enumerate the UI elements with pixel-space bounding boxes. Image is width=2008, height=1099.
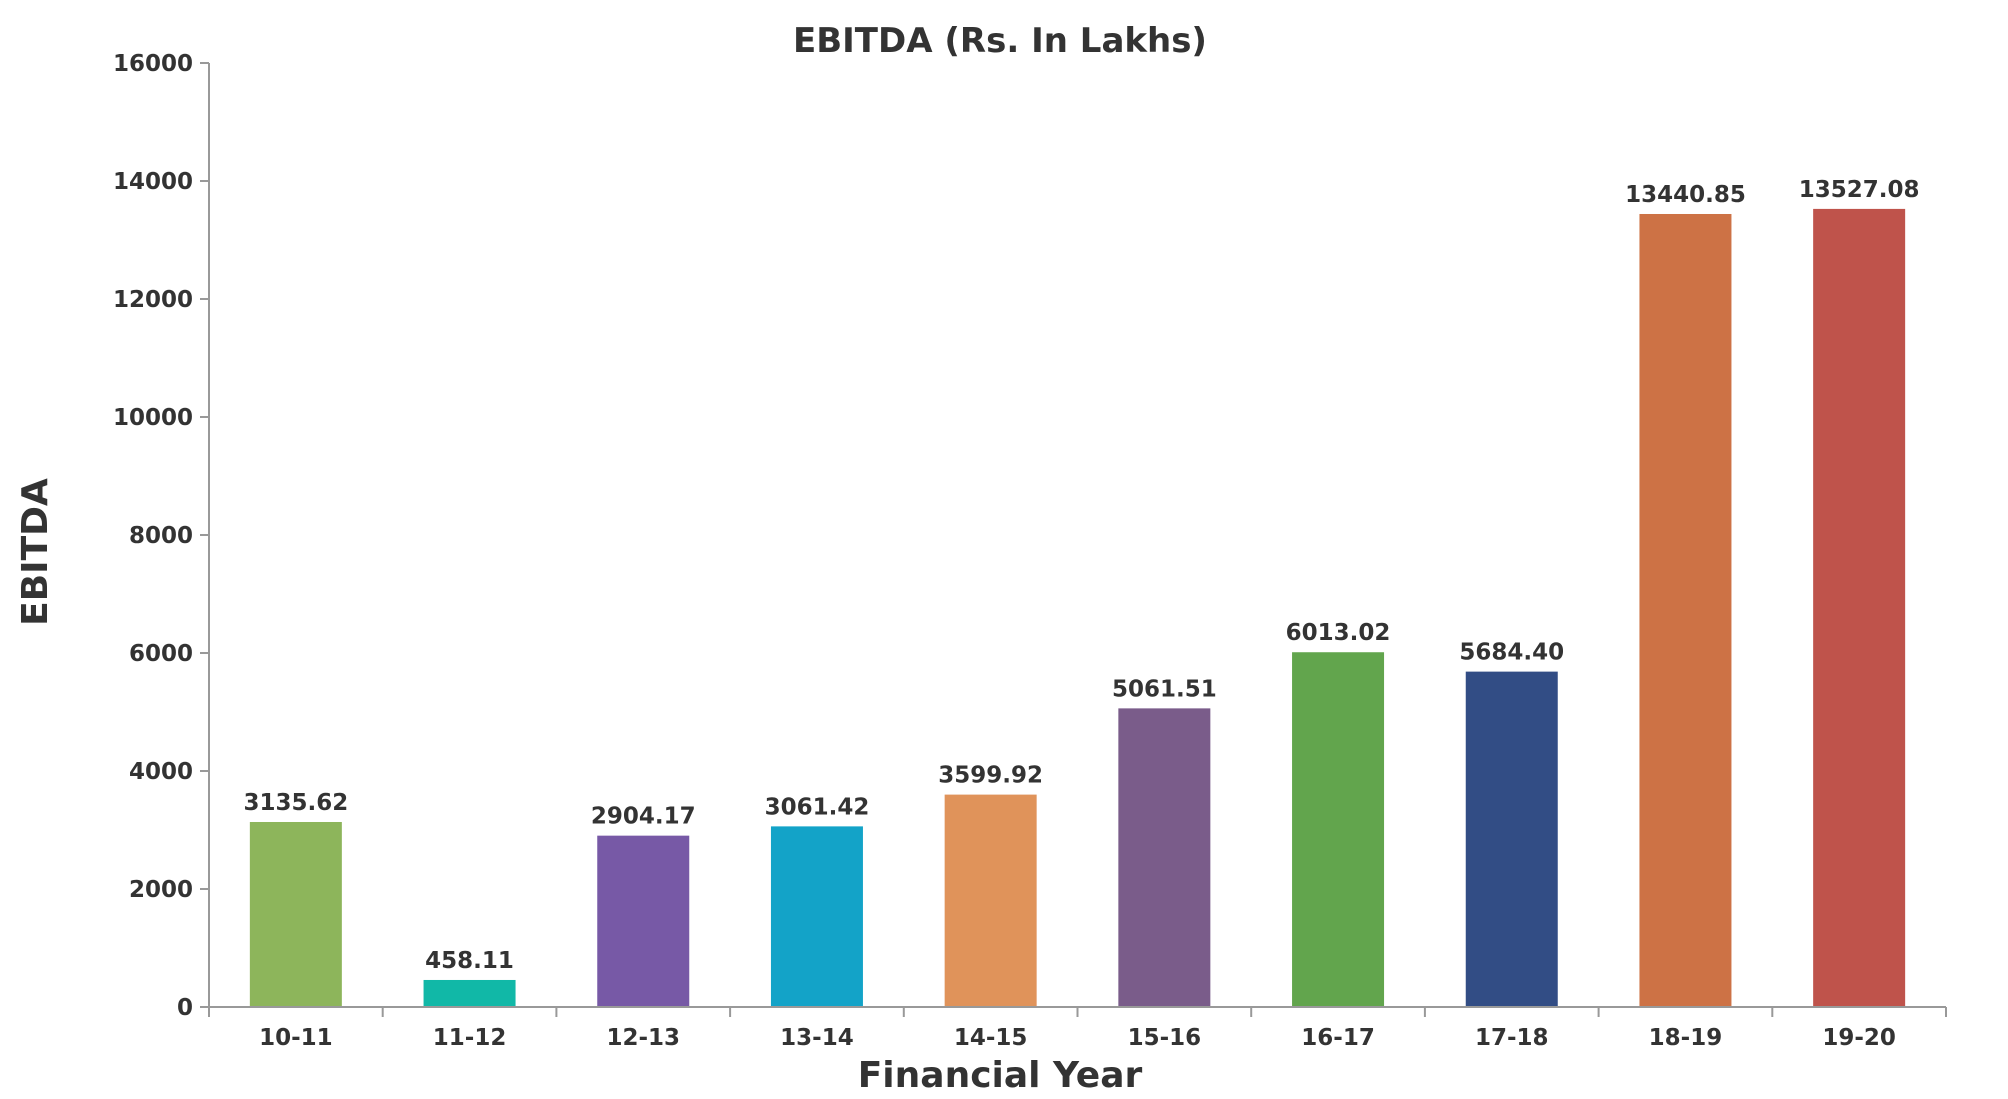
data-label-14-15: 3599.92 (938, 763, 1043, 789)
data-label-18-19: 13440.85 (1625, 182, 1746, 208)
x-tick-label: 18-19 (1649, 1025, 1723, 1051)
x-axis-title: Financial Year (858, 1055, 1143, 1096)
x-tick-label: 17-18 (1475, 1025, 1549, 1051)
y-tick-label: 2000 (129, 877, 193, 903)
data-label-15-16: 5061.51 (1112, 676, 1217, 702)
bar-16-17 (1292, 652, 1385, 1007)
data-label-17-18: 5684.40 (1459, 640, 1564, 666)
x-tick-label: 10-11 (259, 1025, 333, 1051)
bar-11-12 (423, 979, 516, 1007)
y-tick-label: 16000 (113, 51, 193, 77)
y-tick-label: 8000 (129, 523, 193, 549)
x-tick-label: 15-16 (1128, 1025, 1202, 1051)
x-axis-ticks: 10-11 11-12 12-13 13-14 14-15 15-16 16-17 17-18… (208, 1007, 1947, 1051)
y-tick-label: 14000 (113, 169, 193, 195)
data-labels: 3135.62 458.11 2904.17 3061.42 3599.92 5061.5… (243, 177, 1919, 974)
bar-13-14 (770, 826, 863, 1007)
y-axis-title: EBITDA (15, 478, 56, 626)
data-label-16-17: 6013.02 (1286, 620, 1391, 646)
x-tick-label: 14-15 (954, 1025, 1028, 1051)
x-tick-label: 12-13 (606, 1025, 680, 1051)
x-tick-label: 13-14 (780, 1025, 854, 1051)
bar-18-19 (1639, 213, 1732, 1007)
data-label-12-13: 2904.17 (591, 804, 696, 830)
y-tick-label: 6000 (129, 641, 193, 667)
bar-17-18 (1465, 671, 1558, 1007)
data-label-10-11: 3135.62 (243, 790, 348, 816)
data-label-11-12: 458.11 (425, 948, 514, 974)
bar-19-20 (1813, 208, 1906, 1007)
y-axis-ticks: 0 2000 4000 6000 8000 10000 12000 14000 16000 (113, 51, 209, 1021)
bar-14-15 (944, 794, 1037, 1007)
bar-10-11 (249, 821, 342, 1007)
chart-title: EBITDA (Rs. In Lakhs) (793, 21, 1207, 61)
data-label-19-20: 13527.08 (1799, 177, 1920, 203)
x-tick-label: 19-20 (1822, 1025, 1896, 1051)
bar-12-13 (597, 835, 690, 1007)
y-tick-label: 0 (177, 995, 193, 1021)
y-tick-label: 4000 (129, 759, 193, 785)
bars (249, 208, 1906, 1007)
data-label-13-14: 3061.42 (765, 794, 870, 820)
x-tick-label: 11-12 (433, 1025, 507, 1051)
y-tick-label: 12000 (113, 287, 193, 313)
bar-15-16 (1118, 708, 1211, 1007)
x-tick-label: 16-17 (1301, 1025, 1375, 1051)
y-tick-label: 10000 (113, 405, 193, 431)
